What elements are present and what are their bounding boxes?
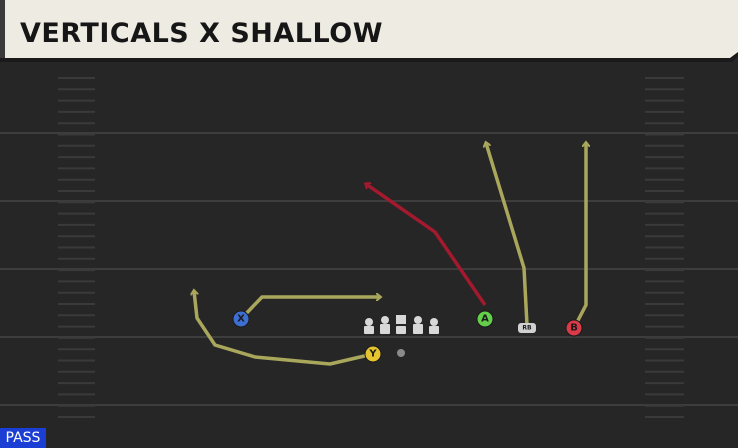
offensive-line: [364, 315, 439, 334]
ball: [397, 349, 405, 357]
header-stripe: [0, 0, 5, 58]
player-a: [476, 310, 494, 328]
header-bar: [0, 0, 738, 58]
player-b: [565, 319, 583, 337]
player-label: X: [237, 314, 245, 325]
hash-marks: [58, 77, 684, 418]
yard-lines: [0, 132, 738, 406]
play-title: VERTICALS X SHALLOW: [20, 18, 383, 49]
player-y: [364, 345, 382, 363]
player-x: [232, 310, 250, 328]
player-label: B: [570, 323, 578, 334]
routes: [194, 143, 586, 366]
player-label: Y: [368, 349, 377, 360]
play-type-badge: PASS: [0, 428, 46, 448]
player-label: A: [481, 314, 489, 325]
player-rb: [518, 323, 536, 333]
player-label: RB: [522, 325, 532, 332]
